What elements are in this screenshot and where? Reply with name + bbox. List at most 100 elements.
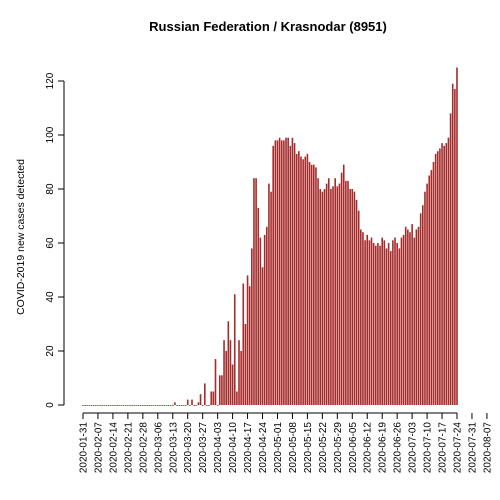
x-tick-label: 2020-05-29 (333, 422, 344, 474)
bar (360, 229, 362, 405)
bar (293, 143, 296, 405)
bar (432, 162, 435, 405)
bar (407, 229, 409, 405)
bar (340, 172, 343, 405)
x-tick-label: 2020-03-06 (153, 422, 164, 474)
bar (167, 405, 170, 406)
bar (298, 151, 300, 405)
bar (150, 405, 153, 406)
x-tick-label: 2020-02-07 (93, 422, 104, 474)
bar (244, 324, 247, 405)
y-tick-label: 120 (45, 72, 56, 89)
bar (199, 394, 202, 405)
bar (374, 245, 377, 405)
y-tick-label: 40 (45, 291, 56, 303)
x-tick-label: 2020-05-08 (288, 422, 299, 474)
bar (259, 237, 262, 405)
bar (154, 405, 157, 406)
bar (227, 321, 230, 405)
bar (191, 399, 193, 405)
bar (270, 191, 272, 405)
bar (95, 405, 97, 406)
bar (419, 213, 422, 405)
bar (112, 405, 114, 406)
x-tick-label: 2020-01-31 (79, 422, 90, 474)
bar (409, 232, 411, 405)
bar (366, 234, 369, 405)
bar (396, 243, 398, 405)
bar (447, 137, 450, 405)
y-tick-label: 60 (45, 237, 56, 249)
bar (428, 175, 431, 405)
bar (295, 153, 298, 405)
bar (372, 243, 375, 405)
bar (201, 405, 204, 406)
y-tick-label: 100 (45, 126, 56, 143)
bar (163, 405, 166, 406)
bar (287, 137, 289, 405)
bar (107, 405, 110, 406)
bar (449, 113, 452, 406)
bar (103, 405, 106, 406)
bar (385, 248, 388, 405)
bar (189, 405, 191, 406)
bar (379, 245, 381, 405)
bar (195, 405, 198, 406)
x-axis: 2020-01-31 2020-02-07 2020-02-14 2020-02-21… (79, 412, 493, 474)
bar (124, 405, 127, 406)
bar (400, 237, 403, 405)
bar (436, 151, 439, 405)
bar (169, 405, 172, 406)
bar (283, 140, 285, 405)
bar (148, 405, 151, 406)
bar (240, 351, 242, 405)
bar (231, 364, 234, 405)
bar (398, 248, 401, 405)
bar (137, 405, 140, 406)
bar (248, 286, 251, 405)
bar (278, 137, 281, 405)
x-tick-label: 2020-07-24 (453, 422, 464, 474)
x-tick-label: 2020-06-12 (363, 422, 374, 474)
bar (417, 226, 420, 405)
bar (338, 183, 341, 405)
bar (214, 359, 217, 405)
x-tick-label: 2020-04-17 (243, 422, 254, 474)
bar (276, 140, 279, 405)
bar (255, 178, 257, 405)
bar (99, 405, 101, 406)
x-tick-label: 2020-06-05 (348, 422, 359, 474)
bar (336, 186, 339, 405)
bar (186, 399, 189, 405)
bar (135, 405, 138, 406)
bar (208, 405, 210, 406)
bar (176, 405, 178, 406)
bar (422, 205, 424, 405)
bar (424, 191, 426, 405)
bar (310, 164, 313, 405)
bar (306, 153, 309, 405)
bar (174, 402, 176, 405)
bar (90, 405, 93, 406)
x-tick-label: 2020-04-10 (228, 422, 239, 474)
bar (218, 375, 221, 405)
bar (193, 405, 195, 406)
bar (92, 405, 95, 406)
y-tick-label: 20 (45, 345, 56, 357)
bar (349, 189, 351, 405)
bar (362, 232, 364, 405)
bar (82, 405, 84, 406)
x-tick-label: 2020-02-21 (123, 422, 134, 474)
x-tick-label: 2020-06-19 (378, 422, 389, 474)
bar (387, 243, 390, 405)
x-tick-label: 2020-03-13 (168, 422, 179, 474)
bar (152, 405, 155, 406)
bar (184, 405, 187, 406)
bar (411, 224, 413, 405)
x-tick-label: 2020-04-24 (258, 422, 269, 474)
bar (139, 405, 142, 406)
y-tick-label: 0 (45, 402, 56, 408)
x-tick-label: 2020-07-03 (408, 422, 419, 474)
bar (171, 405, 174, 406)
